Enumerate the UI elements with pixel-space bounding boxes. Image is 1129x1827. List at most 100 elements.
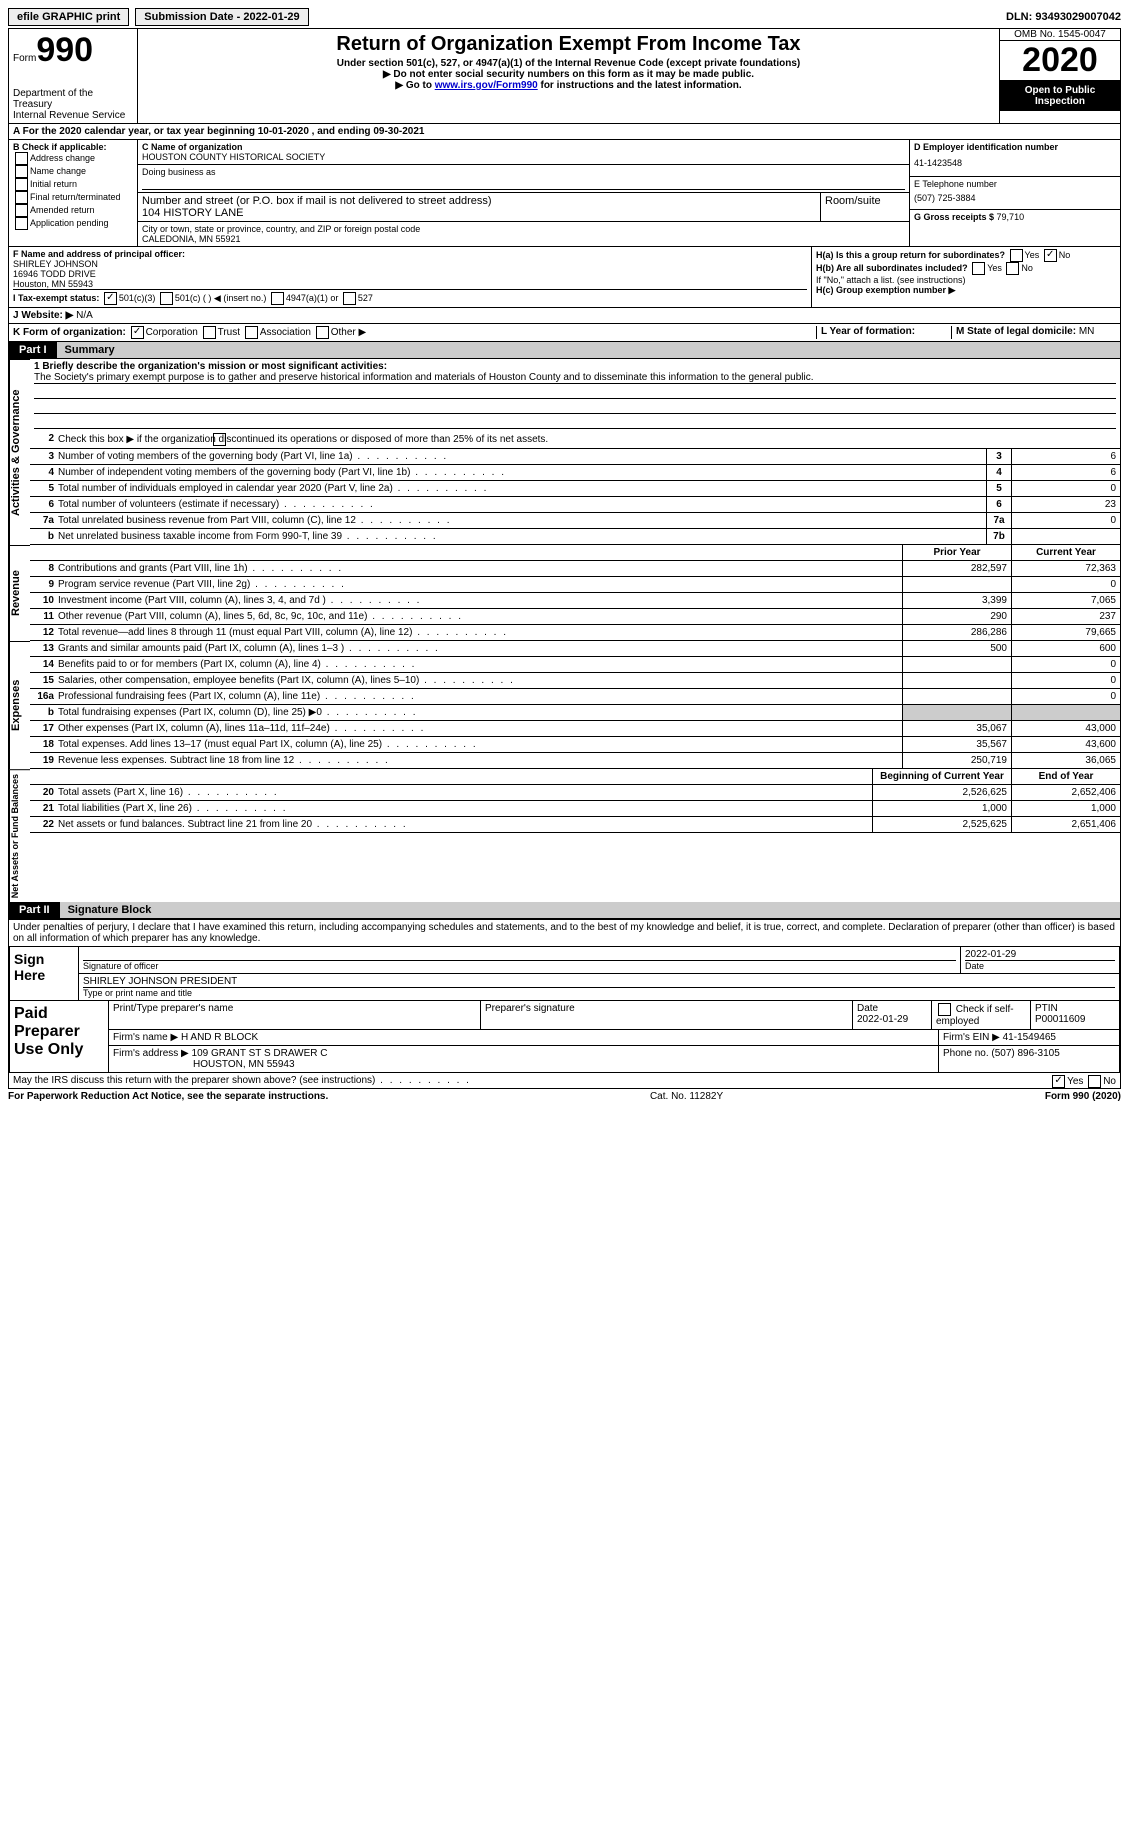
chk-527[interactable] [343, 292, 356, 305]
header-left: Form990 Department of the Treasury Inter… [9, 29, 138, 123]
discuss-row: May the IRS discuss this return with the… [9, 1073, 1120, 1088]
officer-name: SHIRLEY JOHNSON [13, 259, 807, 269]
chk-501c[interactable] [160, 292, 173, 305]
gov-row: 5Total number of individuals employed in… [30, 481, 1120, 497]
part2-tag: Part II [9, 902, 60, 919]
vtab-net: Net Assets or Fund Balances [9, 769, 30, 902]
subtitle-3: ▶ Go to www.irs.gov/Form990 for instruct… [142, 80, 995, 91]
chk-line2[interactable] [213, 433, 226, 446]
line-2: 2 Check this box ▶ if the organization d… [30, 431, 1120, 449]
dln-label: DLN: 93493029007042 [1006, 11, 1121, 23]
street-cell: Number and street (or P.O. box if mail i… [138, 193, 821, 221]
dept-label: Department of the Treasury Internal Reve… [13, 88, 133, 121]
box-c: C Name of organization HOUSTON COUNTY HI… [138, 140, 909, 246]
expenses-section: Expenses 13Grants and similar amounts pa… [9, 641, 1120, 769]
officer-addr2: Houston, MN 55943 [13, 279, 807, 290]
line-a: A For the 2020 calendar year, or tax yea… [9, 124, 1120, 140]
chk-self-emp[interactable] [938, 1003, 951, 1016]
subtitle-1: Under section 501(c), 527, or 4947(a)(1)… [142, 58, 995, 69]
submission-date-button[interactable]: Submission Date - 2022-01-29 [135, 8, 308, 26]
chk-trust[interactable] [203, 326, 216, 339]
line-k: K Form of organization: Corporation Trus… [9, 324, 1120, 342]
vtab-expenses: Expenses [9, 641, 30, 769]
discuss-yes[interactable] [1052, 1075, 1065, 1088]
prow-1: Print/Type preparer's name Preparer's si… [109, 1001, 1119, 1030]
box-b: B Check if applicable: Address change Na… [9, 140, 138, 246]
org-name: HOUSTON COUNTY HISTORICAL SOCIETY [142, 152, 905, 162]
part1-title: Summary [57, 342, 1120, 359]
efile-button[interactable]: efile GRAPHIC print [8, 8, 129, 26]
chk-name[interactable]: Name change [13, 165, 133, 178]
footer-right: Form 990 (2020) [1045, 1091, 1121, 1102]
ein-value: 41-1423548 [914, 152, 1116, 174]
line-j: J Website: ▶ N/A [9, 308, 1120, 324]
box-b-title: B Check if applicable: [13, 142, 133, 152]
header-mid: Return of Organization Exempt From Incom… [138, 29, 999, 123]
chk-initial[interactable]: Initial return [13, 178, 133, 191]
data-row: 14Benefits paid to or for members (Part … [30, 657, 1120, 673]
data-row: 21Total liabilities (Part X, line 26)1,0… [30, 801, 1120, 817]
gross-cell: G Gross receipts $ 79,710 [910, 210, 1120, 224]
section-bcd: B Check if applicable: Address change Na… [9, 140, 1120, 247]
data-row: 19Revenue less expenses. Subtract line 1… [30, 753, 1120, 769]
data-row: 22Net assets or fund balances. Subtract … [30, 817, 1120, 833]
gov-row: 6Total number of volunteers (estimate if… [30, 497, 1120, 513]
officer-addr1: 16946 TODD DRIVE [13, 269, 807, 279]
chk-assoc[interactable] [245, 326, 258, 339]
city-cell: City or town, state or province, country… [138, 221, 909, 246]
sig-name: SHIRLEY JOHNSON PRESIDENTType or print n… [79, 974, 1119, 1000]
hb-yes[interactable] [972, 262, 985, 275]
discuss-no[interactable] [1088, 1075, 1101, 1088]
data-row: 18Total expenses. Add lines 13–17 (must … [30, 737, 1120, 753]
part2-title: Signature Block [60, 902, 1120, 919]
mission-text: The Society's primary exempt purpose is … [34, 372, 1116, 384]
data-row: 9Program service revenue (Part VIII, lin… [30, 577, 1120, 593]
form-header: Form990 Department of the Treasury Inter… [9, 29, 1120, 124]
chk-4947[interactable] [271, 292, 284, 305]
chk-amended[interactable]: Amended return [13, 204, 133, 217]
paid-preparer-block: Paid Preparer Use Only Print/Type prepar… [9, 1001, 1120, 1073]
gross-value: 79,710 [997, 212, 1025, 222]
ein-cell: D Employer identification number 41-1423… [910, 140, 1120, 177]
dba-cell: Doing business as [138, 165, 909, 193]
dba-value [142, 177, 905, 190]
chk-501c3[interactable] [104, 292, 117, 305]
suite-cell: Room/suite [821, 193, 909, 221]
perjury-text: Under penalties of perjury, I declare th… [9, 919, 1120, 946]
ha-no[interactable] [1044, 249, 1057, 262]
gov-row: 7aTotal unrelated business revenue from … [30, 513, 1120, 529]
footer-left: For Paperwork Reduction Act Notice, see … [8, 1091, 328, 1102]
phone-value: (507) 725-3884 [914, 189, 1116, 207]
col-header-2: Beginning of Current Year End of Year [30, 769, 1120, 785]
irs-link[interactable]: www.irs.gov/Form990 [435, 80, 538, 91]
hb-no[interactable] [1006, 262, 1019, 275]
chk-final[interactable]: Final return/terminated [13, 191, 133, 204]
ha: H(a) Is this a group return for subordin… [816, 249, 1116, 262]
footer-mid: Cat. No. 11282Y [328, 1091, 1045, 1102]
form-title: Return of Organization Exempt From Incom… [142, 33, 995, 56]
fh-row: F Name and address of principal officer:… [9, 247, 1120, 308]
gov-row: 3Number of voting members of the governi… [30, 449, 1120, 465]
prow-2: Firm's name ▶ H AND R BLOCK Firm's EIN ▶… [109, 1030, 1119, 1046]
data-row: bTotal fundraising expenses (Part IX, co… [30, 705, 1120, 721]
top-toolbar: efile GRAPHIC print Submission Date - 20… [8, 8, 1121, 26]
open-inspection: Open to Public Inspection [1000, 81, 1120, 111]
website-value: N/A [76, 310, 93, 321]
header-right: OMB No. 1545-0047 2020 Open to Public In… [999, 29, 1120, 123]
chk-address[interactable]: Address change [13, 152, 133, 165]
city-value: CALEDONIA, MN 55921 [142, 234, 905, 244]
line-i: I Tax-exempt status: 501(c)(3) 501(c) ( … [13, 290, 807, 305]
form-number: Form990 [13, 31, 133, 70]
col-header-1: Prior Year Current Year [30, 545, 1120, 561]
gov-row: 4Number of independent voting members of… [30, 465, 1120, 481]
netassets-section: Net Assets or Fund Balances Beginning of… [9, 769, 1120, 902]
data-row: 10Investment income (Part VIII, column (… [30, 593, 1120, 609]
subtitle-2: ▶ Do not enter social security numbers o… [142, 69, 995, 80]
ha-yes[interactable] [1010, 249, 1023, 262]
data-row: 13Grants and similar amounts paid (Part … [30, 641, 1120, 657]
chk-corp[interactable] [131, 326, 144, 339]
chk-other[interactable] [316, 326, 329, 339]
part1-header: Part I Summary [9, 342, 1120, 359]
part1-tag: Part I [9, 342, 57, 359]
chk-pending[interactable]: Application pending [13, 217, 133, 230]
